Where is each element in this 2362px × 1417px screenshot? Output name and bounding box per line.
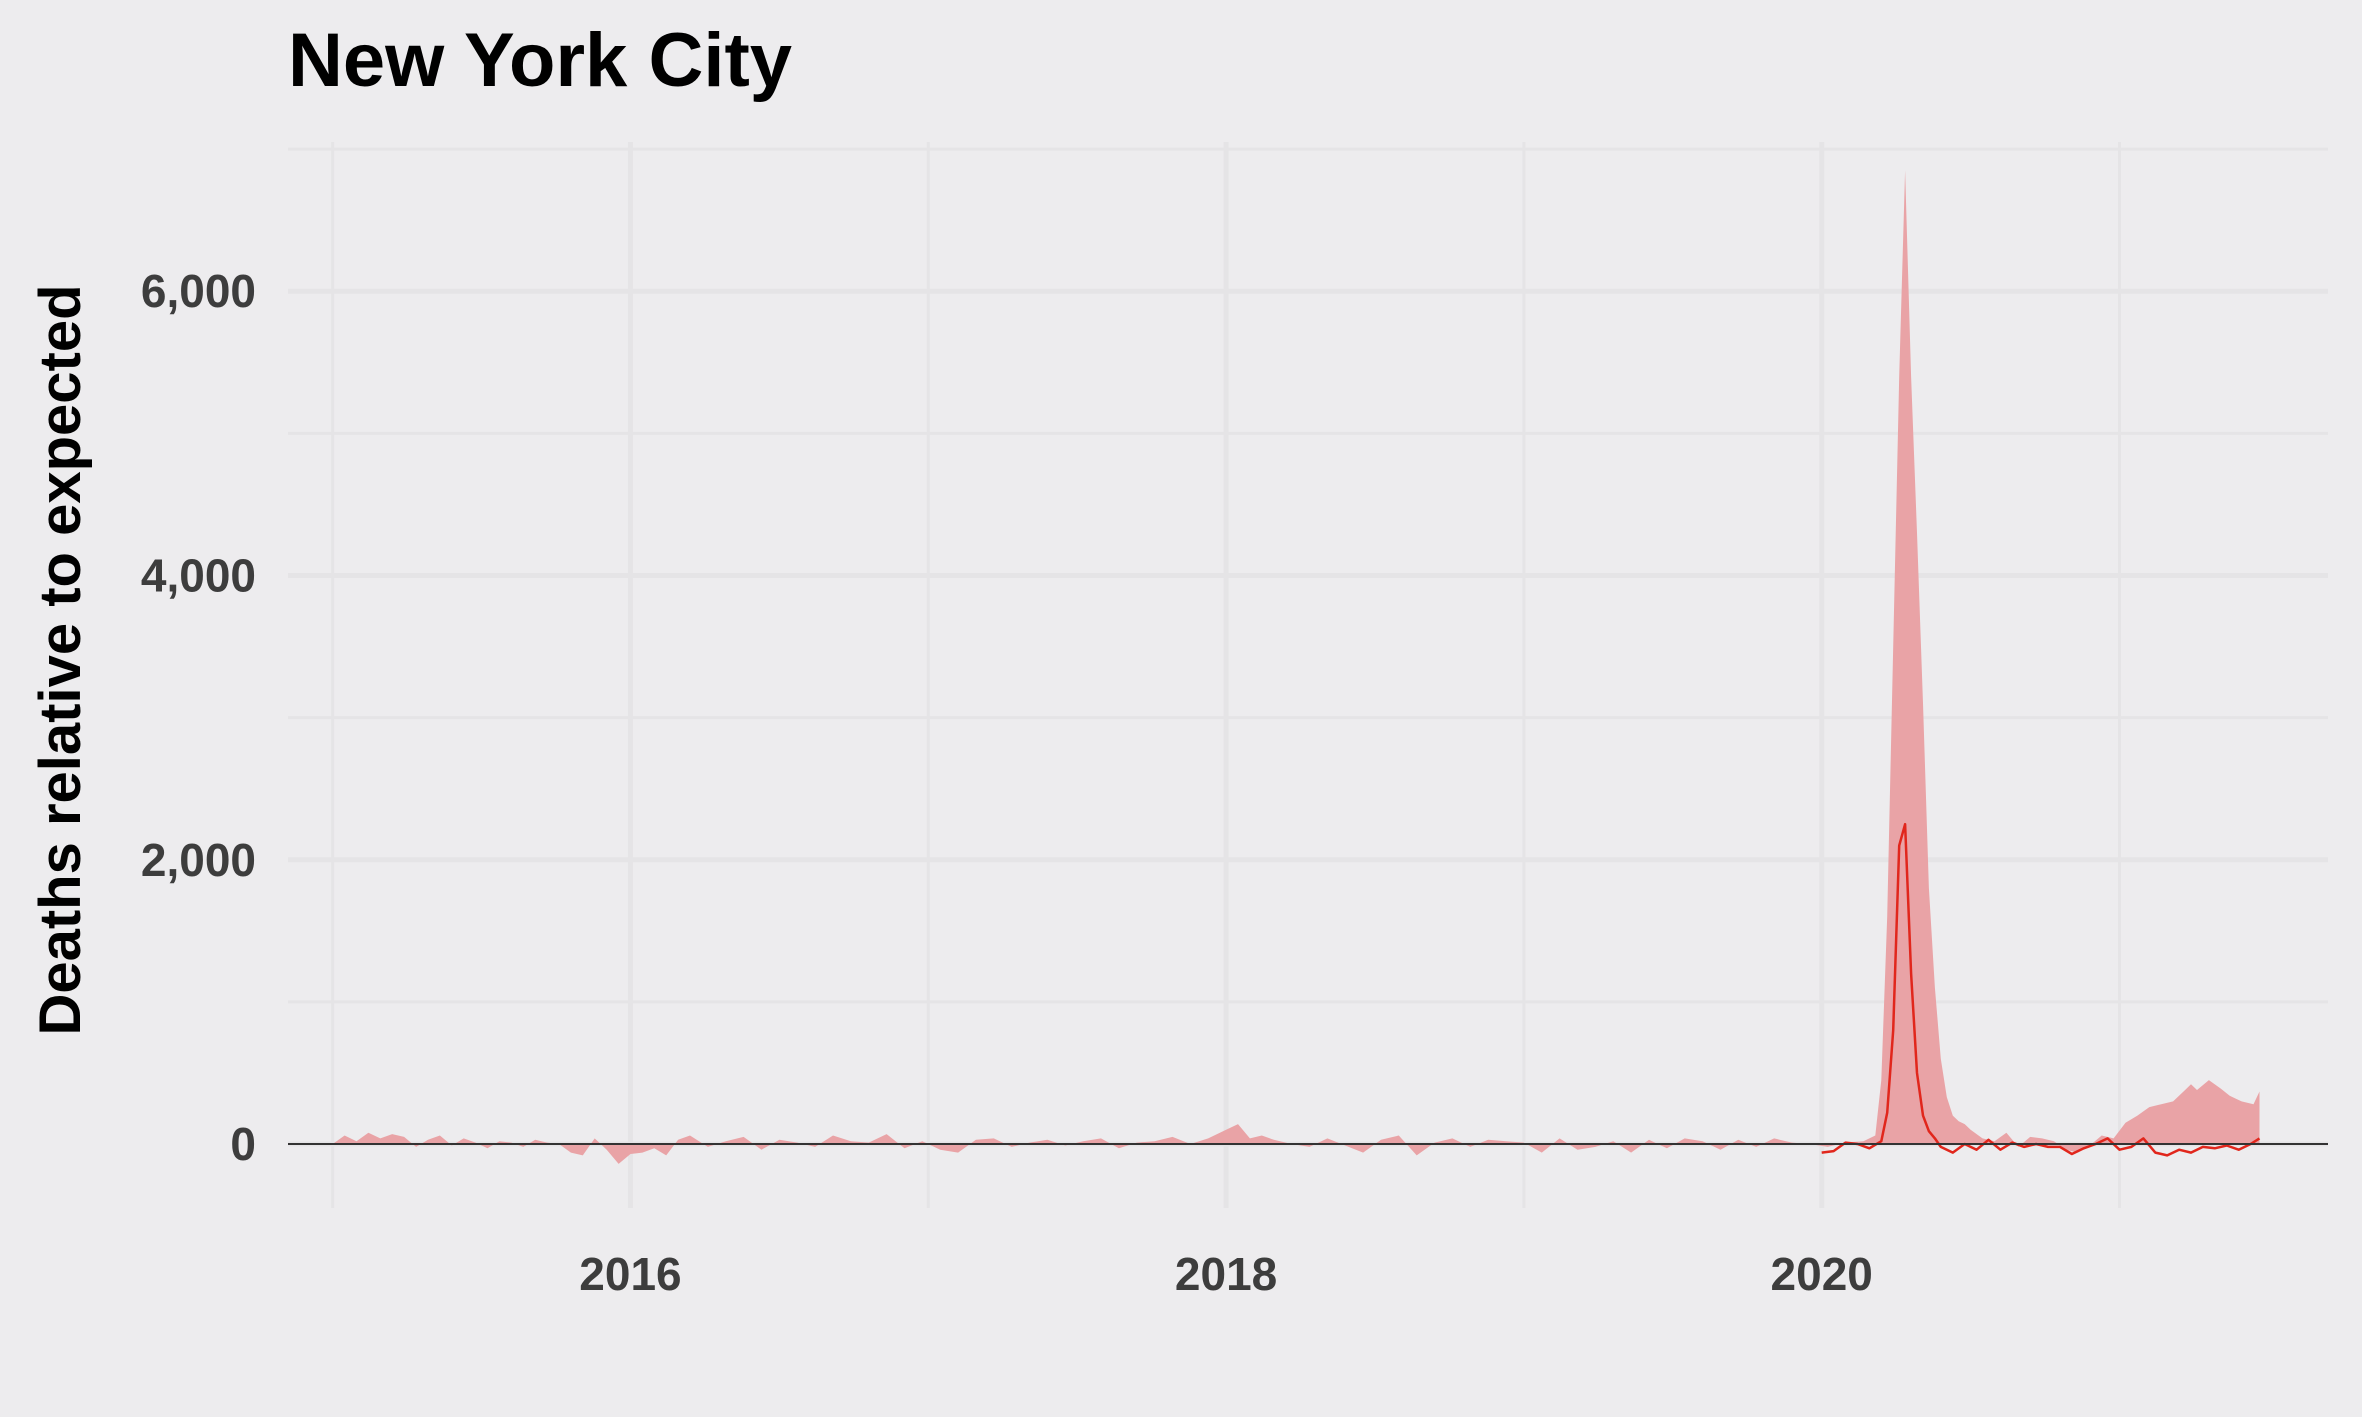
- y-tick-label: 6,000: [141, 265, 256, 317]
- axis-layer: 0 2,000 4,000 6,000 2016 2018 2020: [141, 265, 2328, 1300]
- y-tick-label: 2,000: [141, 834, 256, 886]
- y-tick-label: 4,000: [141, 550, 256, 602]
- area-layer: [332, 170, 2260, 1164]
- x-tick-label: 2018: [1175, 1248, 1277, 1300]
- grid: [288, 142, 2328, 1208]
- line-layer: [1821, 822, 2261, 1157]
- chart-title: New York City: [288, 18, 792, 103]
- y-tick-label: 0: [230, 1118, 256, 1170]
- observed-deaths-line: [1821, 822, 2261, 1157]
- excess-deaths-area: [332, 170, 2260, 1164]
- x-tick-label: 2020: [1771, 1248, 1873, 1300]
- x-tick-label: 2016: [579, 1248, 681, 1300]
- y-axis-label: Deaths relative to expected: [28, 284, 93, 1035]
